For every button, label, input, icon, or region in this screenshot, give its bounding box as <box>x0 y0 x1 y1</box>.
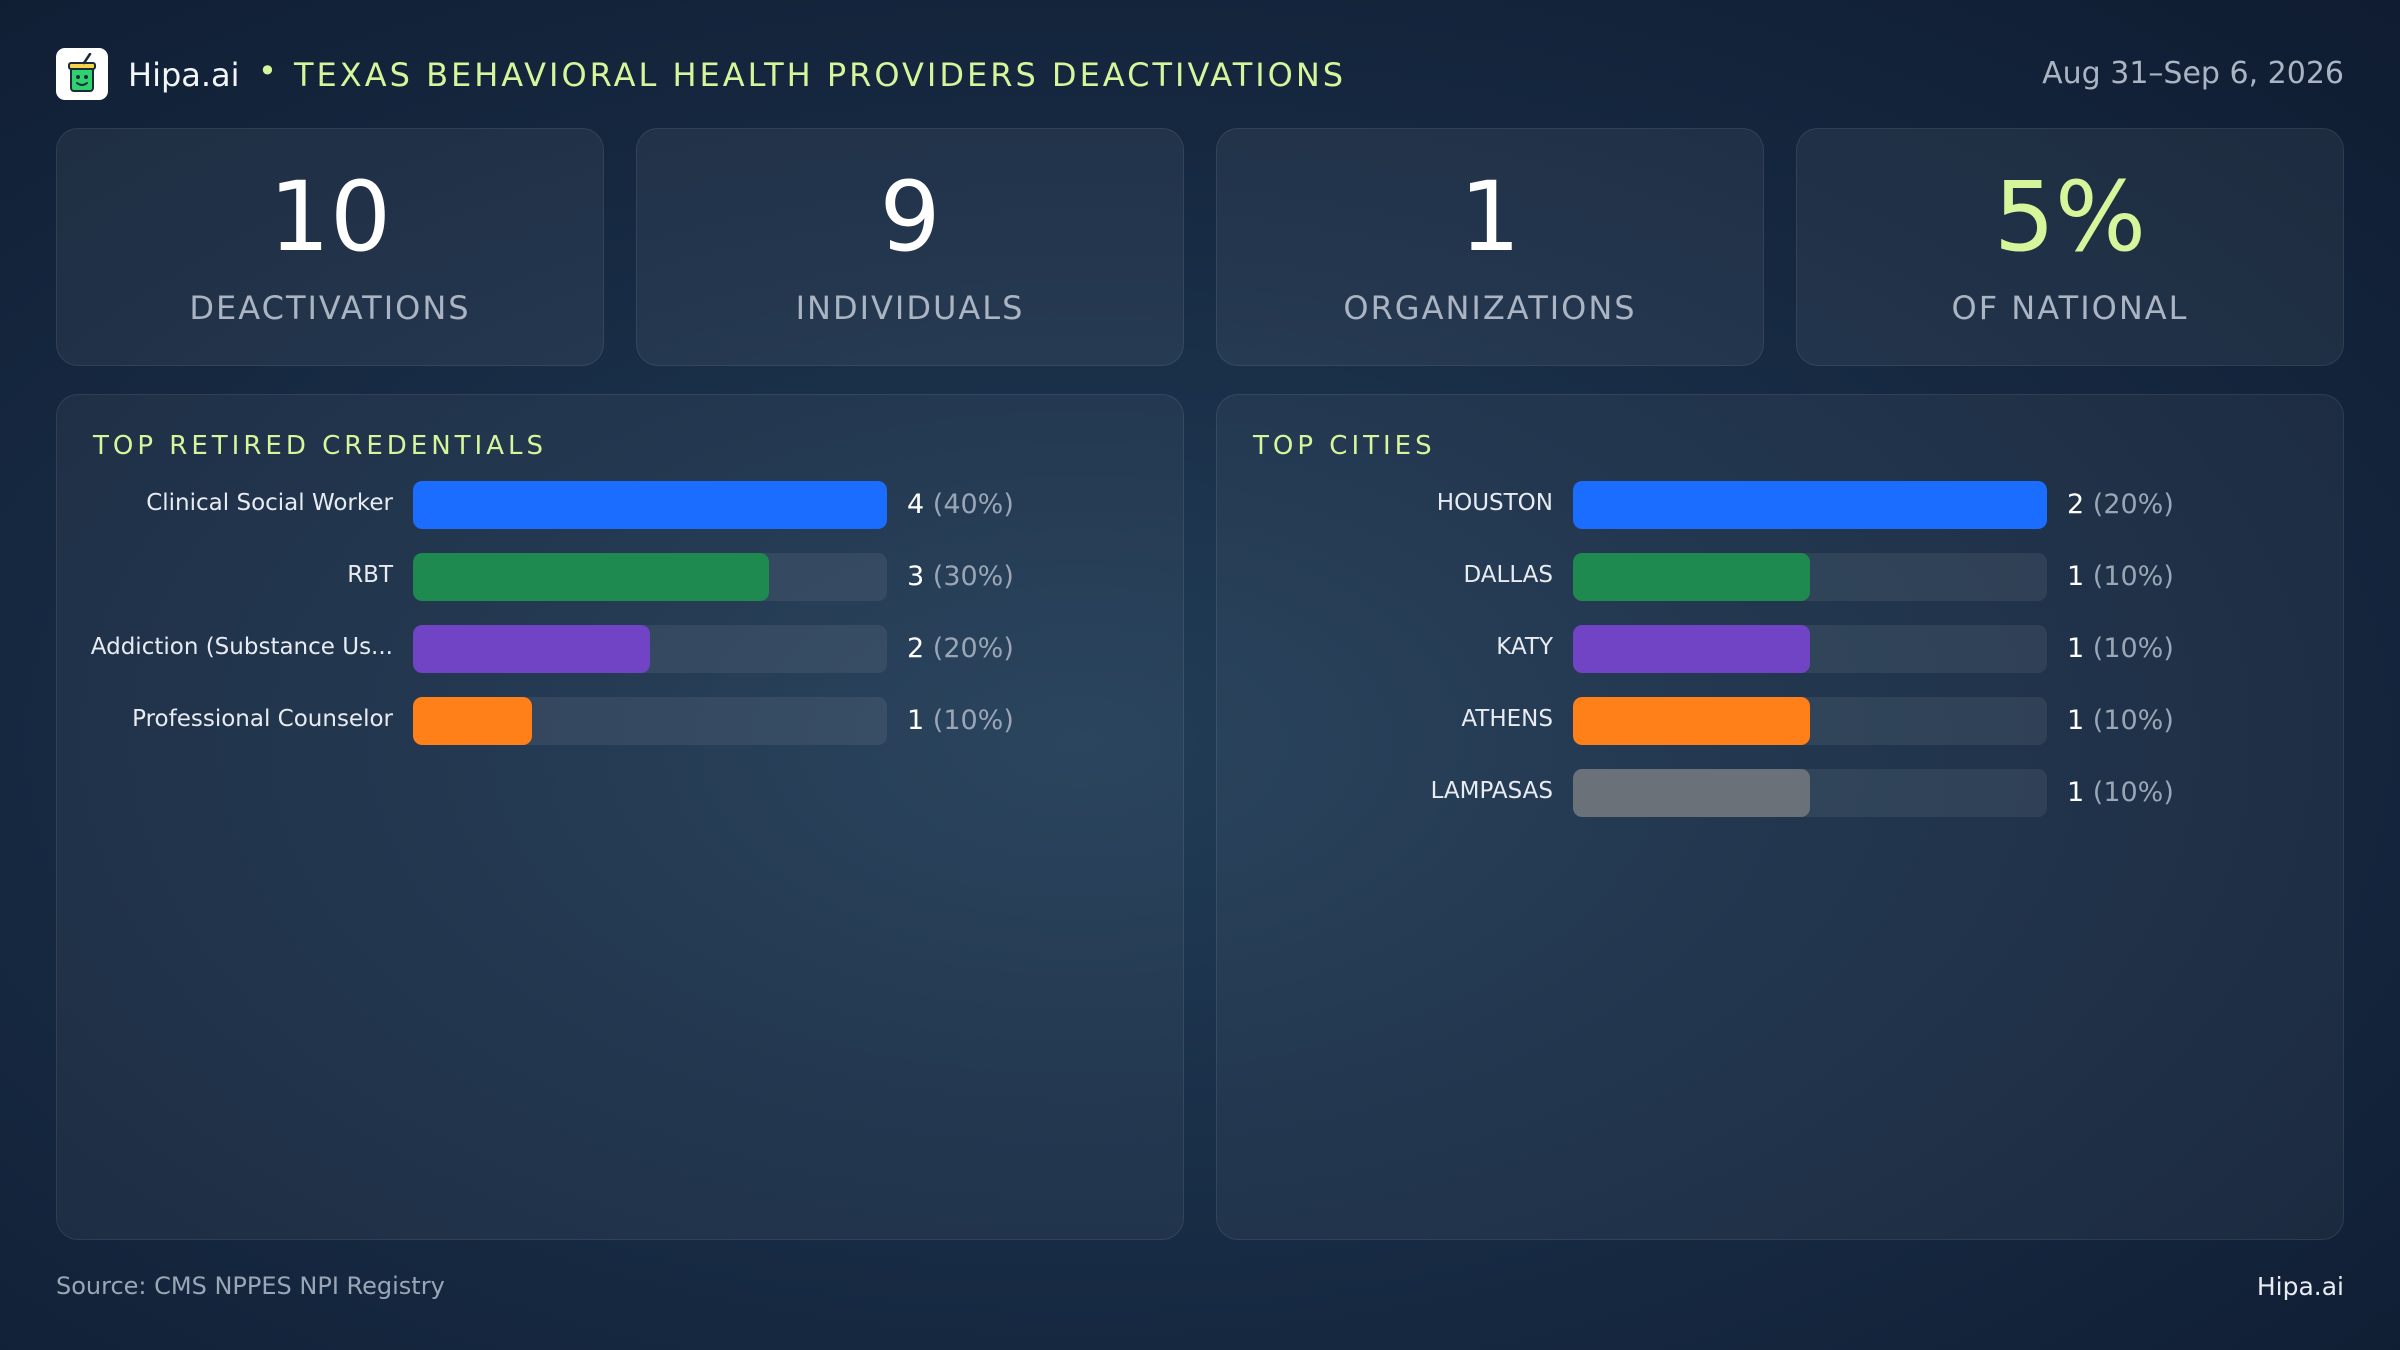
value-count: 3 <box>907 561 925 592</box>
value-count: 2 <box>907 633 925 664</box>
brand-name: Hipa.ai <box>128 56 240 94</box>
kpi-label: OF NATIONAL <box>1951 289 2189 327</box>
value-percent: (30%) <box>932 561 1014 592</box>
value-percent: (40%) <box>932 489 1014 520</box>
category-label: DALLAS <box>1463 562 1553 588</box>
source-note: Source: CMS NPPES NPI Registry <box>56 1272 445 1300</box>
value-label: 1 (10%) <box>2067 777 2174 808</box>
kpi-label: ORGANIZATIONS <box>1343 289 1637 327</box>
cities-panel: TOP CITIES HOUSTON 2 (20%) DALLAS 1 (10%) KA… <box>1216 394 2344 1240</box>
kpi-value: 10 <box>268 161 392 273</box>
page-title: TEXAS BEHAVIORAL HEALTH PROVIDERS DEACTI… <box>294 56 1347 94</box>
bar-track <box>1573 481 2047 529</box>
bar <box>413 625 650 673</box>
bar-row: ATHENS 1 (10%) <box>1217 697 2343 745</box>
value-count: 1 <box>2067 777 2085 808</box>
value-label: 1 (10%) <box>2067 633 2174 664</box>
kpi-card-organizations: 1 ORGANIZATIONS <box>1216 128 1764 366</box>
value-label: 3 (30%) <box>907 561 1014 592</box>
panel-title: TOP RETIRED CREDENTIALS <box>93 431 547 461</box>
value-label: 1 (10%) <box>2067 705 2174 736</box>
category-label: LAMPASAS <box>1430 778 1553 804</box>
credentials-panel: TOP RETIRED CREDENTIALS Clinical Social … <box>56 394 1184 1240</box>
bar-row: Professional Counselor 1 (10%) <box>57 697 1183 745</box>
bar <box>413 697 532 745</box>
category-label: Clinical Social Worker <box>146 490 393 516</box>
bar-row: Addiction (Substance Us... 2 (20%) <box>57 625 1183 673</box>
cup-icon <box>68 53 96 92</box>
bar <box>1573 481 2047 529</box>
bar-track <box>413 553 887 601</box>
value-percent: (10%) <box>2092 777 2174 808</box>
category-label: HOUSTON <box>1436 490 1553 516</box>
kpi-card-deactivations: 10 DEACTIVATIONS <box>56 128 604 366</box>
bar <box>413 553 769 601</box>
bar <box>1573 697 1810 745</box>
bar-track <box>1573 769 2047 817</box>
kpi-label: DEACTIVATIONS <box>189 289 471 327</box>
kpi-card-national-share: 5% OF NATIONAL <box>1796 128 2344 366</box>
bar-row: RBT 3 (30%) <box>57 553 1183 601</box>
value-count: 2 <box>2067 489 2085 520</box>
header: Hipa.ai • TEXAS BEHAVIORAL HEALTH PROVID… <box>56 46 2344 102</box>
kpi-label: INDIVIDUALS <box>795 289 1025 327</box>
value-percent: (10%) <box>932 705 1014 736</box>
value-percent: (10%) <box>2092 705 2174 736</box>
category-label: Professional Counselor <box>132 706 393 732</box>
bar-row: KATY 1 (10%) <box>1217 625 2343 673</box>
category-label: KATY <box>1496 634 1553 660</box>
bar-row: LAMPASAS 1 (10%) <box>1217 769 2343 817</box>
bar-track <box>1573 697 2047 745</box>
brand-logo <box>56 48 108 100</box>
kpi-card-individuals: 9 INDIVIDUALS <box>636 128 1184 366</box>
panel-title: TOP CITIES <box>1253 431 1436 461</box>
value-count: 1 <box>2067 705 2085 736</box>
bar <box>1573 769 1810 817</box>
bar-track <box>1573 625 2047 673</box>
bar-row: HOUSTON 2 (20%) <box>1217 481 2343 529</box>
bar <box>413 481 887 529</box>
value-label: 4 (40%) <box>907 489 1014 520</box>
footer-brand: Hipa.ai <box>2256 1272 2344 1301</box>
bar-track <box>413 697 887 745</box>
value-percent: (20%) <box>2092 489 2174 520</box>
bar-track <box>413 481 887 529</box>
value-percent: (10%) <box>2092 633 2174 664</box>
value-count: 4 <box>907 489 925 520</box>
value-count: 1 <box>2067 633 2085 664</box>
bar <box>1573 625 1810 673</box>
bar-track <box>1573 553 2047 601</box>
kpi-value: 5% <box>1993 161 2147 273</box>
value-label: 2 (20%) <box>907 633 1014 664</box>
value-percent: (10%) <box>2092 561 2174 592</box>
value-label: 1 (10%) <box>907 705 1014 736</box>
value-count: 1 <box>907 705 925 736</box>
value-label: 2 (20%) <box>2067 489 2174 520</box>
category-label: Addiction (Substance Us... <box>90 634 393 660</box>
kpi-value: 9 <box>879 161 941 273</box>
bar-row: DALLAS 1 (10%) <box>1217 553 2343 601</box>
kpi-value: 1 <box>1459 161 1521 273</box>
bar <box>1573 553 1810 601</box>
bar-track <box>413 625 887 673</box>
value-count: 1 <box>2067 561 2085 592</box>
value-percent: (20%) <box>932 633 1014 664</box>
value-label: 1 (10%) <box>2067 561 2174 592</box>
bar-row: Clinical Social Worker 4 (40%) <box>57 481 1183 529</box>
title-separator: • <box>258 52 277 90</box>
date-range: Aug 31–Sep 6, 2026 <box>2042 56 2344 91</box>
category-label: ATHENS <box>1461 706 1553 732</box>
category-label: RBT <box>347 562 393 588</box>
